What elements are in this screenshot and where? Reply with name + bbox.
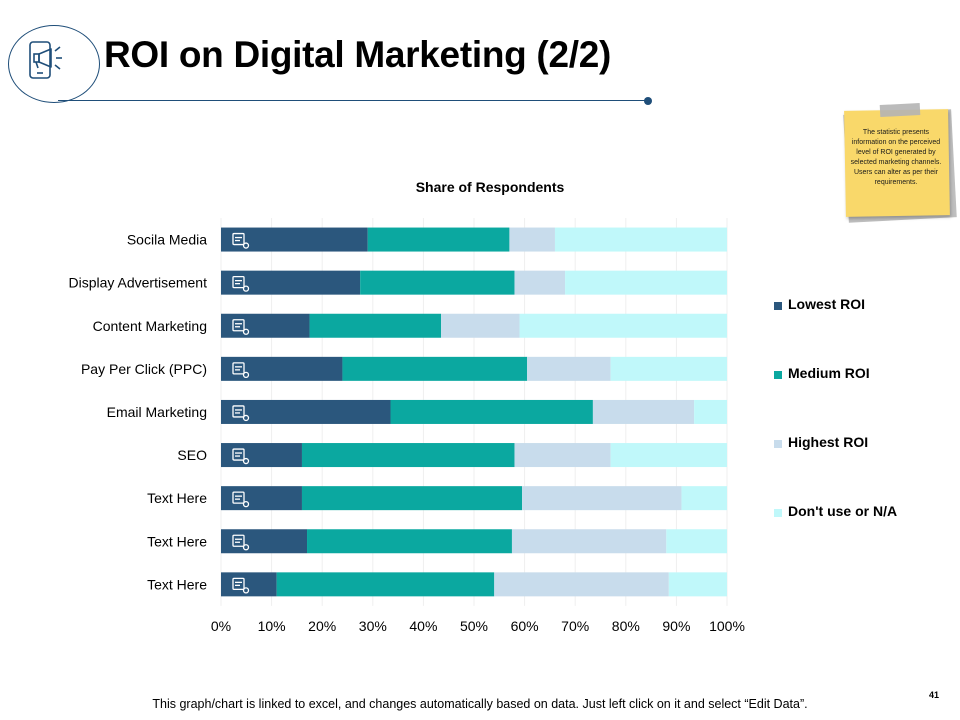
bar-segment[interactable] (309, 313, 442, 338)
bar-segment[interactable] (522, 486, 682, 511)
bar-segment[interactable] (610, 443, 727, 468)
bar-segment[interactable] (681, 486, 727, 511)
bar-segment[interactable] (221, 443, 302, 468)
display-icon (232, 275, 250, 292)
sticky-note-text: The statistic presents information on th… (850, 129, 942, 186)
page-number: 41 (929, 690, 940, 700)
legend-swatch (774, 440, 782, 448)
bar-segment[interactable] (221, 572, 277, 597)
y-category-label: Text Here (147, 533, 207, 549)
email-icon (232, 405, 250, 422)
bar-segment[interactable] (694, 399, 727, 424)
title-underline-dot (644, 97, 652, 105)
bar-segment[interactable] (390, 399, 593, 424)
legend-label: Don't use or N/A (788, 503, 898, 519)
legend-swatch (774, 302, 782, 310)
bar-segment[interactable] (441, 313, 520, 338)
chart-title: Share of Respondents (415, 179, 565, 195)
bar-segment[interactable] (342, 356, 528, 381)
footer-note: This graph/chart is linked to excel, and… (152, 697, 808, 711)
y-category-label: SEO (177, 447, 207, 463)
x-tick-label: 50% (460, 618, 488, 634)
y-category-label: Socila Media (127, 232, 207, 248)
y-category-label: Display Advertisement (68, 275, 207, 291)
bar-segment[interactable] (276, 572, 495, 597)
chart-icon (232, 491, 250, 508)
bar-segment[interactable] (666, 529, 727, 554)
document-icon (232, 534, 250, 551)
bar-segment[interactable] (221, 270, 361, 295)
bar-segment[interactable] (592, 399, 695, 424)
x-tick-label: 10% (258, 618, 286, 634)
y-category-label: Content Marketing (93, 318, 207, 334)
x-tick-label: 70% (561, 618, 589, 634)
bar-segment[interactable] (221, 356, 343, 381)
bar-segment[interactable] (221, 313, 310, 338)
content-icon (232, 319, 250, 335)
bar-segment[interactable] (221, 486, 302, 511)
legend-swatch (774, 509, 782, 517)
legend-label: Highest ROI (788, 434, 869, 450)
settings-icon (232, 577, 250, 594)
legend-swatch (774, 371, 782, 379)
slide-logo (8, 25, 100, 103)
bar-segment[interactable] (221, 529, 308, 554)
x-tick-label: 40% (409, 618, 437, 634)
marketing-megaphone-icon (29, 41, 62, 79)
page-title: ROI on Digital Marketing (2/2) (104, 34, 611, 75)
ppc-icon (232, 362, 250, 379)
bar-segment[interactable] (494, 572, 669, 597)
bar-segment[interactable] (509, 227, 555, 252)
title-underline (58, 100, 648, 101)
bar-segment[interactable] (221, 399, 391, 424)
bar-segment[interactable] (221, 227, 368, 252)
x-tick-label: 90% (662, 618, 690, 634)
y-category-label: Email Marketing (107, 404, 207, 420)
x-tick-label: 80% (612, 618, 640, 634)
social-icon (232, 232, 250, 249)
sticky-note: The statistic presents information on th… (838, 100, 957, 226)
x-tick-label: 30% (359, 618, 387, 634)
y-category-label: Text Here (147, 490, 207, 506)
x-tick-label: 20% (308, 618, 336, 634)
bar-segment[interactable] (360, 270, 515, 295)
bar-segment[interactable] (668, 572, 727, 597)
bar-segment[interactable] (610, 356, 727, 381)
bar-segment[interactable] (514, 443, 611, 468)
bar-segment[interactable] (367, 227, 510, 252)
bar-segment[interactable] (514, 270, 566, 295)
x-tick-label: 0% (211, 618, 231, 634)
y-category-label: Text Here (147, 576, 207, 592)
x-tick-label: 100% (709, 618, 745, 634)
bar-segment[interactable] (301, 486, 523, 511)
x-tick-label: 60% (511, 618, 539, 634)
bar-segment[interactable] (527, 356, 611, 381)
bar-segment[interactable] (565, 270, 727, 295)
bar-segment[interactable] (307, 529, 512, 554)
y-category-label: Pay Per Click (PPC) (81, 361, 207, 377)
legend-label: Medium ROI (788, 365, 870, 381)
legend-label: Lowest ROI (788, 296, 866, 312)
bar-segment[interactable] (511, 529, 667, 554)
bar-segment[interactable] (519, 313, 727, 338)
seo-icon (232, 448, 250, 465)
bar-segment[interactable] (554, 227, 727, 252)
bar-segment[interactable] (301, 443, 515, 468)
